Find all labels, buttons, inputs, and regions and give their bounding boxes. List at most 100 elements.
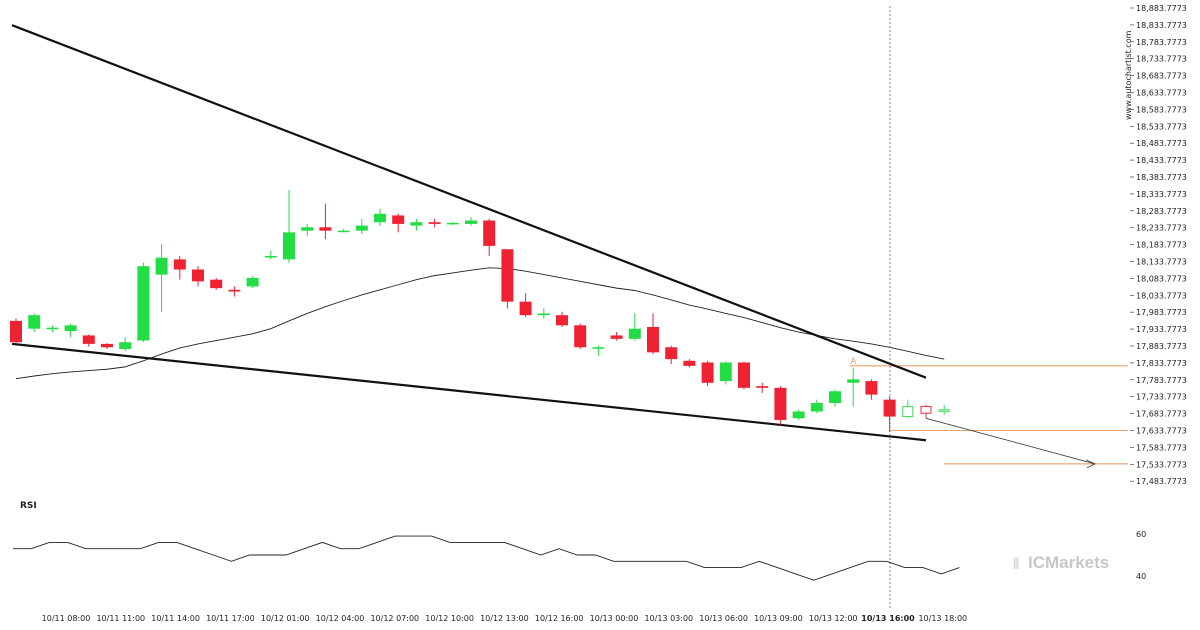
- candle: [701, 360, 714, 387]
- candle: [192, 266, 204, 287]
- candle: [610, 332, 623, 341]
- candle-body: [865, 381, 878, 395]
- price-tick-label: 18,483.7773: [1136, 139, 1187, 148]
- candle-body: [264, 256, 277, 258]
- candle-body: [392, 215, 405, 224]
- watermark-text: www.autochartist.com: [1124, 30, 1133, 120]
- time-tick-label: 10/12 13:00: [480, 614, 529, 623]
- candle: [810, 399, 823, 414]
- candle: [46, 325, 59, 333]
- candle: [592, 345, 605, 356]
- candle: [137, 262, 150, 343]
- candle-body: [301, 227, 314, 231]
- price-axis: 18,883.7773 18,833.7773 18,783.7773 18,733.…: [1130, 4, 1187, 486]
- candle: [119, 337, 132, 352]
- brand-prefix: IC: [1028, 553, 1045, 572]
- forecast-arrow: [925, 417, 1097, 469]
- candle: [647, 313, 659, 355]
- candle: [829, 389, 841, 407]
- candle: [902, 399, 914, 419]
- candle: [319, 203, 332, 240]
- candle-body: [10, 320, 22, 343]
- candle-body: [665, 347, 678, 360]
- price-tick-label: 18,183.7773: [1136, 241, 1187, 250]
- candle: [173, 256, 186, 280]
- time-tick-label: 10/13 06:00: [699, 614, 748, 623]
- price-tick-label: 17,533.7773: [1136, 460, 1187, 469]
- candle-body: [428, 222, 441, 224]
- price-tick-label: 18,283.7773: [1136, 207, 1187, 216]
- forecast-line: [925, 417, 1096, 465]
- time-tick-label: 10/13 09:00: [754, 614, 803, 623]
- triangle-pattern: A: [11, 24, 927, 442]
- price-tick-label: 18,333.7773: [1136, 190, 1187, 199]
- candle-body: [101, 343, 113, 348]
- candle-body: [628, 328, 641, 339]
- candle: [82, 334, 95, 347]
- candle-body: [847, 379, 860, 383]
- candle-body: [592, 347, 605, 349]
- candle-body: [319, 227, 332, 231]
- candle: [283, 190, 295, 263]
- time-tick-label: 10/11 14:00: [151, 614, 200, 623]
- price-tick-label: 18,383.7773: [1136, 173, 1187, 182]
- candle: [101, 343, 113, 349]
- candle-body: [647, 326, 659, 353]
- price-tick-label: 18,133.7773: [1136, 258, 1187, 267]
- candle: [792, 409, 805, 420]
- price-tick-label: 17,883.7773: [1136, 342, 1187, 351]
- candle-body: [155, 257, 168, 275]
- time-tick-label: 10/11 08:00: [42, 614, 91, 623]
- price-tick-label: 18,083.7773: [1136, 274, 1187, 283]
- price-tick-label: 18,733.7773: [1136, 55, 1187, 64]
- brand-logo: ⫴ ICMarkets: [1013, 553, 1109, 573]
- candle-body: [774, 387, 787, 420]
- candle-body: [210, 279, 223, 289]
- candle: [574, 323, 587, 349]
- candle: [738, 361, 750, 390]
- time-tick-label: 10/12 16:00: [535, 614, 584, 623]
- price-tick-label: 18,583.7773: [1136, 105, 1187, 114]
- price-tick-label: 18,433.7773: [1136, 156, 1187, 165]
- candle: [392, 213, 405, 233]
- candle: [719, 361, 732, 385]
- candle: [301, 223, 314, 236]
- candle: [410, 218, 423, 231]
- candle: [210, 277, 223, 290]
- candle-body: [64, 325, 77, 332]
- candle-body: [902, 405, 914, 418]
- candle: [374, 208, 386, 226]
- candle: [847, 367, 860, 407]
- candle: [938, 404, 950, 415]
- candle: [756, 382, 769, 393]
- price-tick-label: 17,733.7773: [1136, 393, 1187, 402]
- candle: [465, 217, 477, 226]
- brand-bars-icon: ⫴: [1013, 555, 1019, 573]
- candle-body: [337, 230, 350, 233]
- candle-body: [246, 277, 259, 287]
- candle-body: [228, 289, 241, 292]
- price-tick-label: 18,233.7773: [1136, 224, 1187, 233]
- candle-body: [446, 222, 459, 225]
- candle: [337, 228, 350, 233]
- time-tick-label: 10/13 12:00: [809, 614, 858, 623]
- price-tick-label: 17,983.7773: [1136, 308, 1187, 317]
- rsi-panel: RSI 60 40: [13, 501, 1146, 581]
- candle-body: [719, 362, 732, 382]
- candle: [683, 359, 696, 368]
- candle: [355, 218, 368, 235]
- candlesticks: [10, 190, 950, 432]
- rsi-tick-label: 40: [1136, 572, 1146, 581]
- time-tick-label: 10/13 03:00: [644, 614, 693, 623]
- candle: [264, 250, 277, 260]
- candle-body: [82, 335, 95, 344]
- candle: [155, 244, 168, 312]
- candle: [665, 345, 678, 365]
- candle-body: [792, 411, 805, 419]
- triangle-lower-line: [11, 342, 927, 442]
- candle: [428, 218, 441, 228]
- rsi-tick-label: 60: [1136, 530, 1146, 539]
- brand-text: ICMarkets: [1028, 553, 1109, 572]
- candle-body: [683, 360, 696, 366]
- time-axis: 10/11 08:00 10/11 11:00 10/11 14:00 10/11 1…: [42, 614, 967, 623]
